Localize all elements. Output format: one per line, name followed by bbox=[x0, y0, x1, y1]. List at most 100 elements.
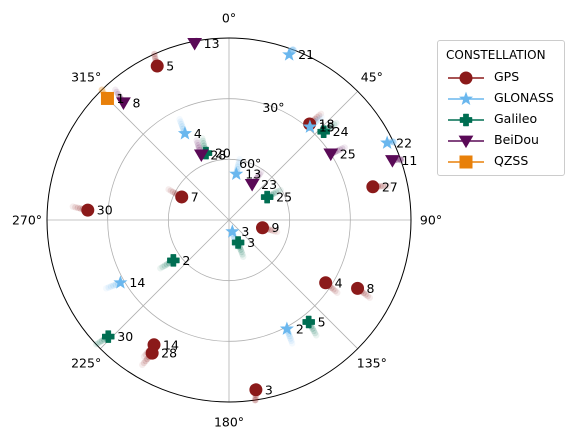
elevation-tick-label: 60° bbox=[239, 156, 261, 171]
legend-marker-beidou bbox=[448, 135, 484, 149]
glonass-satellite-4 bbox=[177, 126, 192, 140]
glonass-trail-point bbox=[178, 120, 185, 128]
beidou-trail-point bbox=[114, 90, 122, 98]
beidou-trail-point bbox=[254, 173, 262, 180]
glonass-prn-label: 13 bbox=[245, 167, 261, 182]
gps-satellite-4 bbox=[319, 276, 333, 290]
gps-trail-point bbox=[362, 291, 369, 298]
glonass-prn-label: 21 bbox=[298, 47, 314, 62]
glonass-prn-label: 2 bbox=[296, 321, 304, 336]
glonass-trail-point bbox=[290, 46, 298, 54]
gps-satellite-9 bbox=[255, 221, 269, 235]
gps-prn-label: 28 bbox=[161, 346, 177, 361]
beidou-satellite-11 bbox=[385, 155, 400, 168]
legend-symbol-qzss bbox=[459, 155, 473, 169]
grid-spoke-315 bbox=[100, 91, 230, 221]
glonass-trail-point bbox=[235, 158, 243, 165]
gps-trail-point bbox=[167, 187, 174, 194]
gps-trail-point bbox=[139, 361, 146, 369]
glonass-trail-point bbox=[288, 340, 296, 347]
glonass-trail-point bbox=[390, 138, 397, 145]
galileo-trail-point bbox=[159, 263, 166, 271]
glonass-trail-point bbox=[176, 116, 183, 123]
gps-prn-label: 7 bbox=[191, 189, 199, 204]
glonass-satellite-3 bbox=[225, 224, 240, 238]
glonass-prn-label: 3 bbox=[241, 224, 249, 239]
beidou-trail-point bbox=[397, 156, 404, 163]
glonass-trail-point bbox=[179, 123, 186, 130]
legend-label-beidou: BeiDou bbox=[494, 132, 539, 147]
legend-marker-galileo bbox=[448, 113, 484, 127]
galileo-trail-point bbox=[92, 341, 100, 348]
galileo-trail-point bbox=[272, 189, 280, 196]
gps-satellite-7 bbox=[175, 190, 189, 204]
galileo-trail-point bbox=[199, 137, 207, 144]
gps-trail-point bbox=[313, 113, 321, 121]
glonass-trail-point bbox=[236, 156, 243, 163]
glonass-trail-point bbox=[107, 283, 115, 290]
beidou-trail-point bbox=[397, 157, 405, 164]
beidou-trail-point bbox=[257, 168, 265, 176]
glonass-trail-point bbox=[289, 46, 296, 53]
gps-trail-point bbox=[334, 289, 341, 296]
gps-prn-label: 14 bbox=[163, 337, 179, 352]
galileo-trail-point bbox=[239, 251, 246, 258]
beidou-trail-point bbox=[339, 145, 346, 152]
beidou-trail-point bbox=[194, 142, 202, 149]
beidou-trail-point bbox=[112, 86, 119, 93]
azimuth-tick-label: 315° bbox=[71, 70, 101, 85]
gps-prn-label: 8 bbox=[367, 281, 375, 296]
beidou-satellite-28 bbox=[193, 149, 209, 163]
legend-marker-qzss bbox=[448, 155, 484, 169]
gps-trail-point bbox=[317, 110, 325, 117]
galileo-trail-point bbox=[310, 327, 317, 335]
gps-prn-label: 9 bbox=[271, 220, 279, 235]
glonass-prn-label: 22 bbox=[396, 135, 412, 150]
legend-entry-galileo: Galileo bbox=[446, 109, 562, 131]
galileo-trail-point bbox=[200, 140, 207, 147]
glonass-trail-point bbox=[314, 116, 321, 124]
legend-entry-glonass: GLONASS bbox=[446, 88, 562, 110]
galileo-trail-point bbox=[328, 122, 336, 130]
galileo-satellite-25 bbox=[260, 190, 274, 204]
beidou-prn-label: 25 bbox=[340, 146, 356, 161]
qzss-trail-point bbox=[98, 86, 106, 93]
qzss-satellite-1 bbox=[100, 91, 114, 105]
gps-trail-point bbox=[151, 50, 158, 58]
glonass-satellite-15 bbox=[302, 119, 317, 133]
gps-trail-point bbox=[142, 357, 149, 365]
legend-symbol-beidou bbox=[458, 135, 474, 149]
gps-satellite-27 bbox=[366, 180, 380, 194]
gps-satellite-5 bbox=[150, 59, 164, 73]
glonass-prn-label: 14 bbox=[129, 275, 145, 290]
satellite-markers bbox=[81, 37, 400, 397]
plot-boundary bbox=[46, 37, 412, 403]
gps-satellite-28 bbox=[145, 346, 159, 360]
qzss-trail-point bbox=[98, 86, 105, 94]
beidou-prn-label: 23 bbox=[261, 177, 277, 192]
galileo-trail-point bbox=[277, 186, 284, 194]
legend-label-qzss: QZSS bbox=[494, 153, 529, 168]
beidou-satellite-25 bbox=[323, 148, 339, 162]
gps-trail-point bbox=[379, 182, 387, 190]
beidou-trail-point bbox=[194, 139, 201, 146]
gps-trail-point bbox=[251, 396, 258, 404]
gps-trail-point bbox=[269, 227, 276, 234]
galileo-trail-point bbox=[199, 135, 206, 142]
galileo-prn-label: 24 bbox=[333, 124, 349, 139]
gps-trail-point bbox=[140, 359, 148, 367]
glonass-satellite-13 bbox=[229, 166, 244, 181]
galileo-prn-label: 5 bbox=[318, 314, 326, 329]
glonass-satellite-2 bbox=[279, 321, 294, 335]
gps-prn-label: 18 bbox=[319, 116, 335, 131]
legend: CONSTELLATION GPS GLONASS Galileo BeiDou… bbox=[437, 40, 565, 176]
glonass-trail-point bbox=[390, 138, 397, 146]
galileo-prn-label: 30 bbox=[117, 329, 133, 344]
galileo-trail-point bbox=[330, 121, 338, 128]
legend-symbol-glonass bbox=[458, 91, 474, 105]
gps-trail-point bbox=[251, 396, 259, 404]
gps-trail-point bbox=[72, 204, 79, 211]
galileo-prn-label: 2 bbox=[182, 253, 190, 268]
beidou-trail-point bbox=[193, 137, 200, 144]
azimuth-tick-label: 90° bbox=[420, 213, 442, 228]
